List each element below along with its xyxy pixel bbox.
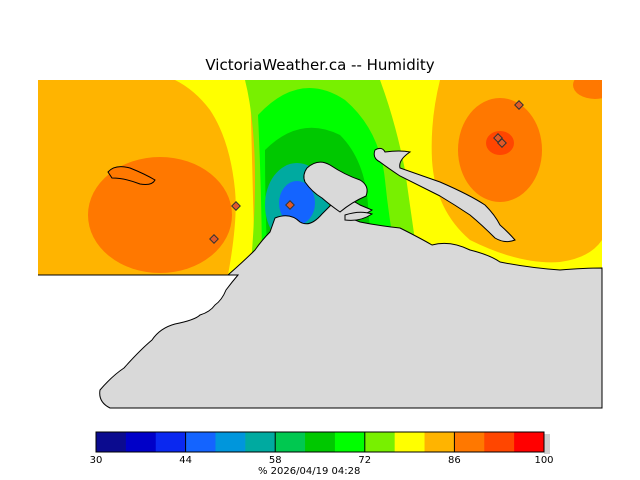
map-title: VictoriaWeather.ca -- Humidity: [205, 56, 435, 74]
legend-tick-label: 30: [90, 455, 103, 466]
contour-orange-left: [88, 157, 232, 273]
legend-tick-label: 44: [179, 455, 192, 466]
legend-swatch: [484, 432, 515, 452]
contour-blue: [279, 181, 315, 225]
legend-swatch: [245, 432, 276, 452]
peninsula-coast: [303, 161, 368, 213]
legend-footer: % 2026/04/19 04:28: [258, 466, 360, 477]
legend-swatch: [305, 432, 336, 452]
legend-swatch: [334, 432, 366, 452]
legend-swatch: [275, 432, 306, 452]
land-mass: [38, 199, 603, 409]
stations: [209, 100, 524, 244]
legend-swatch: [394, 432, 426, 452]
legend-swatch: [96, 432, 127, 452]
legend-tick-label: 58: [269, 455, 282, 466]
legend-tick-label: 86: [448, 455, 461, 466]
legend-swatch: [514, 432, 545, 452]
color-scale-legend: 30 44 58 72 86 100: [90, 431, 554, 466]
legend-swatch: [364, 432, 396, 452]
contour-orange-corner: [573, 80, 602, 99]
legend-swatch: [185, 432, 216, 452]
legend-tick-label: 72: [358, 455, 371, 466]
island-coast: [373, 147, 516, 243]
small-island: [344, 211, 374, 221]
legend-swatch: [125, 432, 157, 452]
station-marker: [231, 201, 241, 211]
station-marker: [514, 100, 524, 110]
legend-swatch: [215, 432, 246, 452]
station-marker: [285, 200, 295, 210]
contour-yellow-right: [380, 80, 602, 275]
station-marker: [497, 138, 507, 148]
lake-outline: [107, 166, 156, 185]
legend-swatch: [155, 432, 187, 452]
station-marker: [209, 234, 219, 244]
legend-tick-label: 100: [534, 455, 553, 466]
contour-yellow-left: [175, 80, 255, 275]
legend-shadow: [544, 434, 550, 454]
legend-swatch: [424, 432, 455, 452]
legend-swatch: [454, 432, 485, 452]
